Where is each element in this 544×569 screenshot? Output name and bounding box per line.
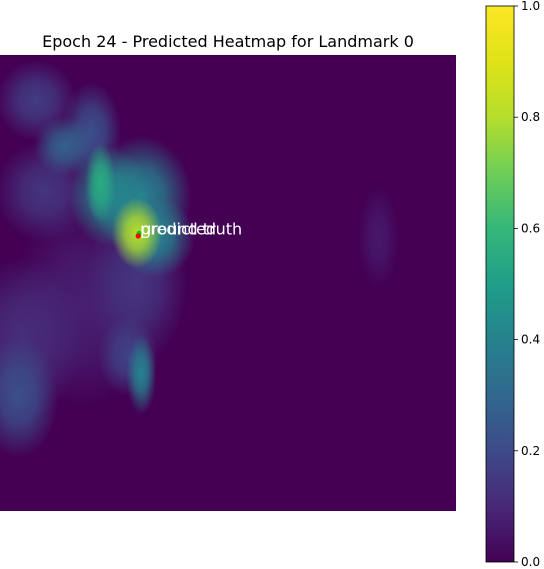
colorbar-ticks: 0.0 0.2 0.4 0.6 0.8 1.0 — [514, 0, 540, 569]
ground-truth-label: ground truth — [141, 219, 242, 238]
heatmap-hotspot — [0, 336, 59, 458]
colorbar-tick-label: 0.2 — [521, 444, 540, 458]
colorbar-tick-label: 0.8 — [521, 110, 540, 124]
heatmap-hotspot — [126, 334, 157, 415]
heatmap-hotspots — [0, 60, 399, 458]
colorbar-tick-label: 0.0 — [521, 555, 540, 569]
colorbar-tick-label: 0.6 — [521, 221, 540, 235]
colorbar-tick-label: 0.4 — [521, 333, 540, 347]
heatmap-hotspot — [358, 187, 399, 288]
colorbar: 0.0 0.2 0.4 0.6 0.8 1.0 — [485, 0, 540, 569]
colorbar-gradient — [485, 5, 515, 563]
heatmap-hotspot — [85, 142, 116, 223]
predicted-marker — [135, 233, 141, 239]
predicted-label: predicted — [140, 219, 216, 238]
chart-title: Epoch 24 - Predicted Heatmap for Landmar… — [42, 32, 414, 51]
heatmap-hotspot — [33, 116, 94, 177]
colorbar-tick-label: 1.0 — [521, 0, 540, 13]
